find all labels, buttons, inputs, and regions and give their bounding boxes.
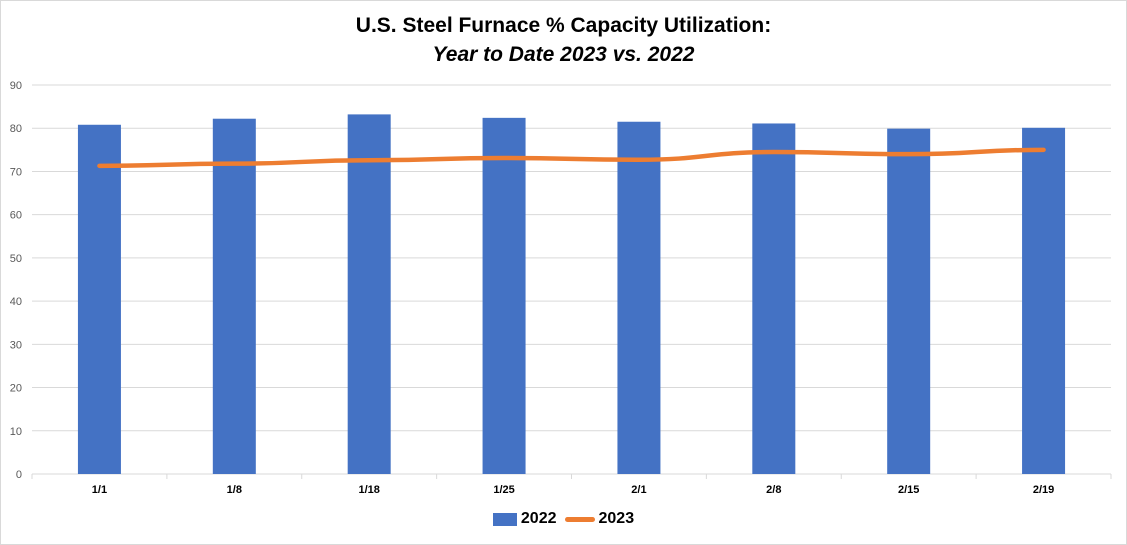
- line-series-2023: [97, 147, 1046, 169]
- y-tick-label: 20: [10, 383, 22, 395]
- x-axis-ticks: 1/1 1/8 1/18 1/25 2/1 2/8 2/15 2/19: [31, 474, 1112, 496]
- bar-2022: [1022, 127, 1066, 474]
- y-tick-label: 0: [16, 469, 22, 481]
- x-tick-label: 2/1: [631, 484, 646, 496]
- y-tick-label: 60: [10, 210, 22, 222]
- bar-2022: [77, 124, 121, 475]
- x-tick-label: 1/1: [92, 484, 107, 496]
- y-tick-label: 90: [10, 80, 22, 92]
- y-tick-label: 40: [10, 296, 22, 308]
- legend: 2022 2023: [0, 510, 1127, 528]
- y-tick-label: 50: [10, 253, 22, 265]
- legend-swatch-2023: [564, 516, 595, 522]
- x-tick-label: 1/18: [358, 484, 379, 496]
- bar-2022: [482, 117, 526, 475]
- chart-title: U.S. Steel Furnace % Capacity Utilizatio…: [355, 14, 772, 37]
- y-axis-ticks: 0 10 20 30 40 50 60 70 80 90: [10, 80, 22, 481]
- bar-2022: [752, 123, 796, 475]
- legend-swatch-2022: [492, 512, 517, 526]
- x-tick-label: 2/15: [898, 484, 919, 496]
- bar-2022: [617, 121, 661, 474]
- line-2023: [97, 147, 1046, 169]
- gridlines: [32, 84, 1111, 475]
- legend-item-2023: 2023: [564, 510, 635, 528]
- y-tick-label: 30: [10, 339, 22, 351]
- y-tick-label: 70: [10, 166, 22, 178]
- bar-2022: [212, 118, 256, 475]
- y-tick-label: 10: [10, 426, 22, 438]
- bar-series-2022: [77, 114, 1066, 475]
- x-tick-label: 2/8: [766, 484, 781, 496]
- y-tick-label: 80: [10, 123, 22, 135]
- legend-label-2022: 2022: [520, 510, 557, 527]
- chart-subtitle: Year to Date 2023 vs. 2022: [432, 43, 695, 66]
- x-tick-label: 2/19: [1033, 484, 1054, 496]
- bar-2022: [347, 114, 391, 474]
- legend-item-2022: 2022: [492, 510, 557, 528]
- x-tick-label: 1/8: [227, 484, 242, 496]
- bar-2022: [887, 128, 931, 474]
- x-tick-label: 1/25: [493, 484, 514, 496]
- legend-label-2023: 2023: [598, 510, 635, 527]
